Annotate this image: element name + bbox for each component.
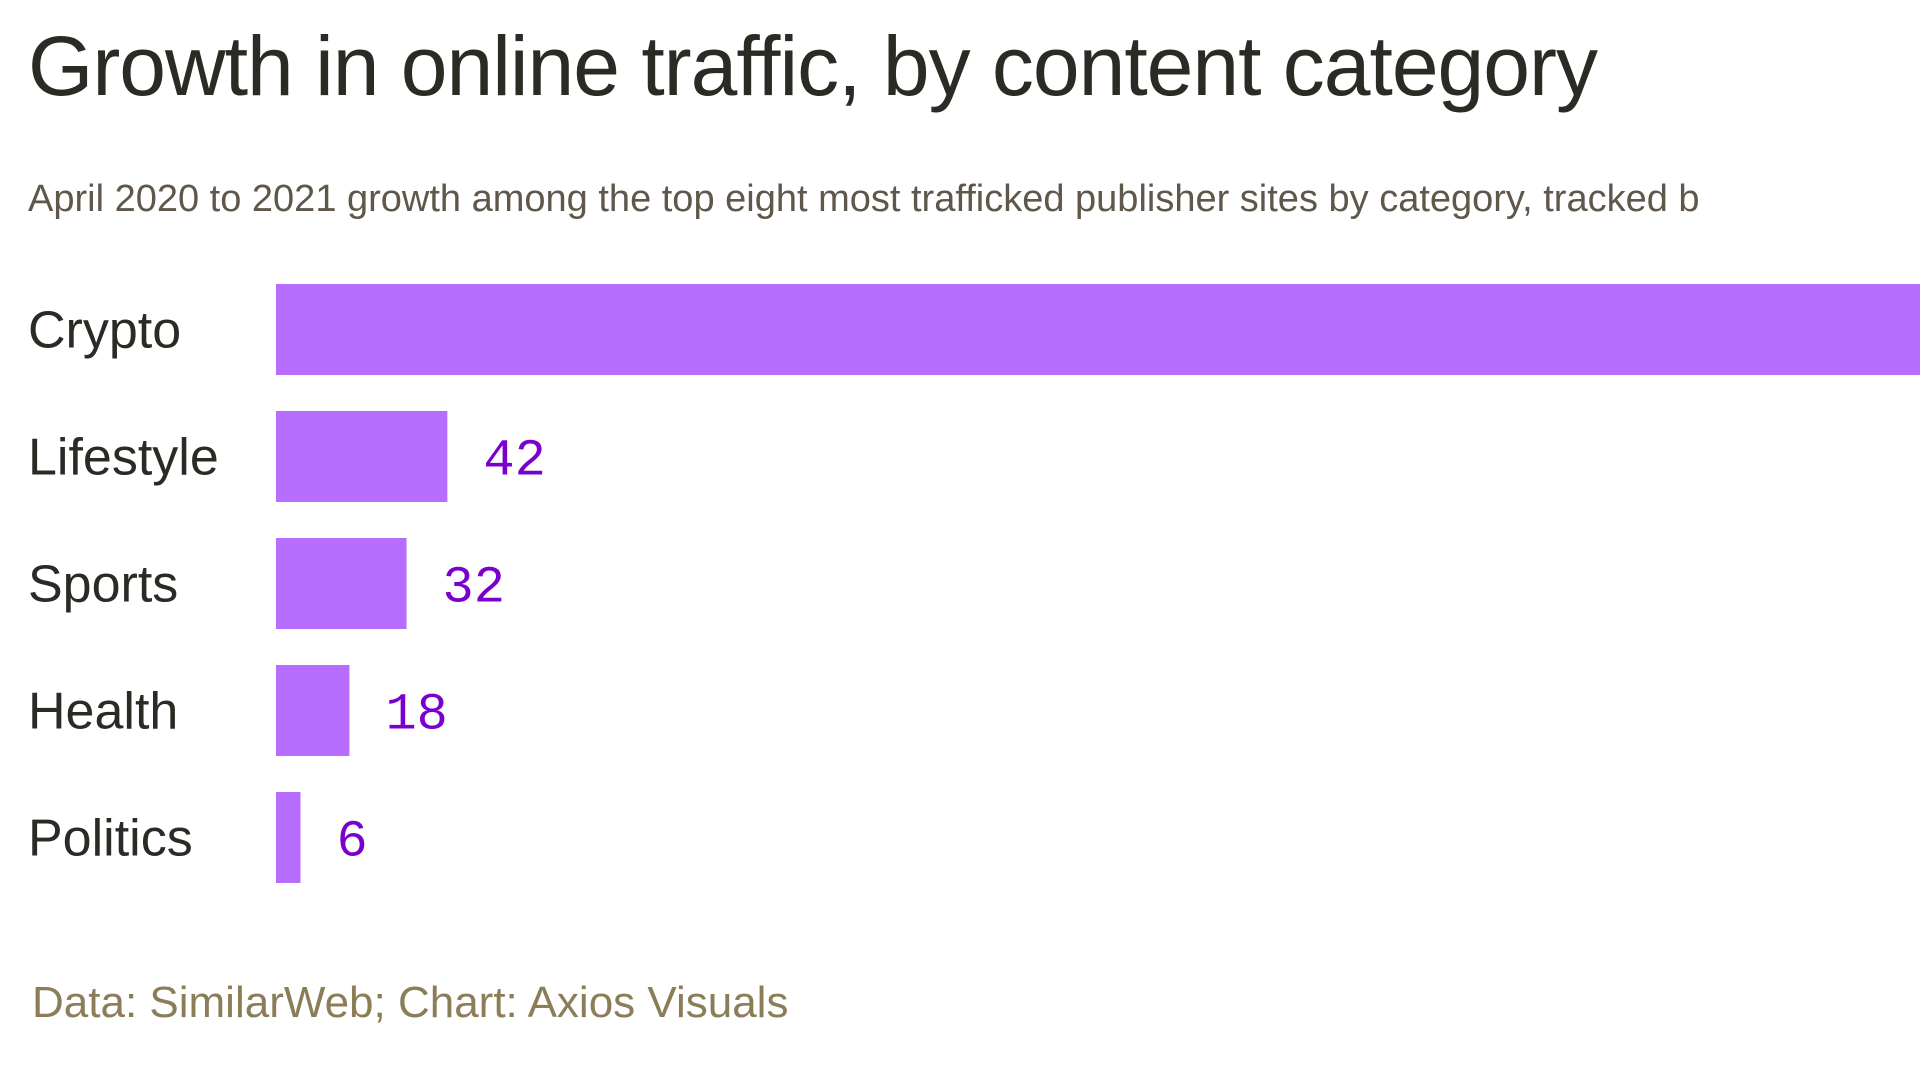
bar-health [276,665,350,756]
category-label: Health [28,683,178,741]
value-label: 18 [385,686,447,745]
category-label: Crypto [28,302,181,360]
category-label: Sports [28,556,178,614]
bar-crypto [276,284,1920,375]
bar-sports [276,538,407,629]
bar-politics [276,792,301,883]
chart-subtitle: April 2020 to 2021 growth among the top … [28,178,1700,220]
bar-lifestyle [276,411,448,502]
value-label: 6 [336,813,367,872]
chart-title: Growth in online traffic, by content cat… [28,19,1598,113]
value-label: 42 [483,432,545,491]
category-label: Lifestyle [28,429,219,487]
source-note: Data: SimilarWeb; Chart: Axios Visuals [32,978,789,1027]
value-label: 32 [443,559,505,618]
category-label: Politics [28,810,193,868]
